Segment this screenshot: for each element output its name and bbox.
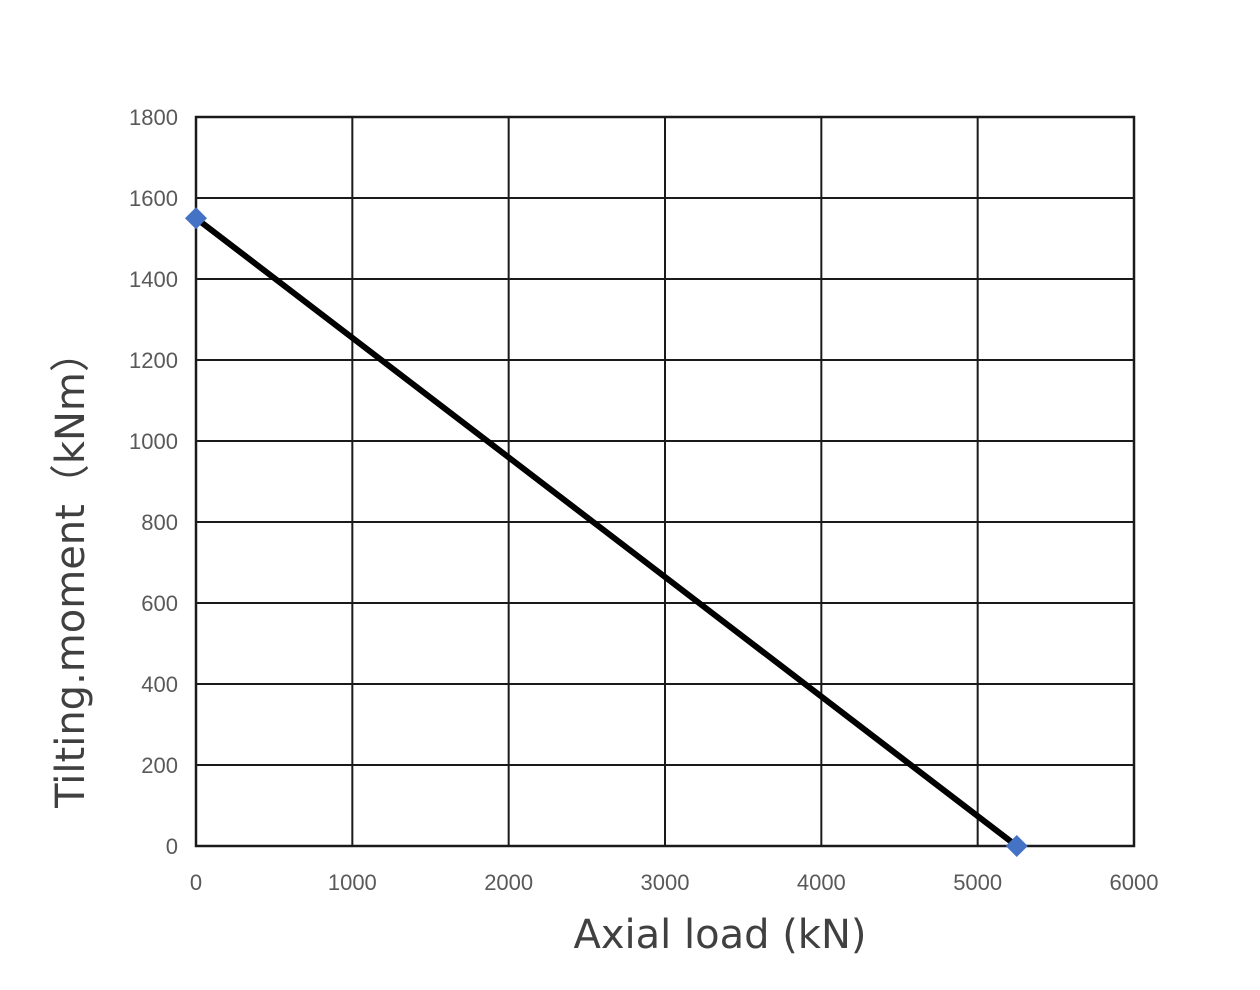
series-line (193, 215, 1020, 849)
y-axis-title: Tilting.moment（kNm） (48, 332, 94, 809)
x-tick-label: 6000 (1110, 870, 1159, 895)
x-tick-label: 1000 (328, 870, 377, 895)
y-tick-label: 1400 (129, 267, 178, 292)
x-tick-label: 3000 (641, 870, 690, 895)
y-tick-labels: 0 200 400 600 800 1000 1200 1400 1600 1800 (129, 105, 178, 859)
x-axis-title: Axial load (kN) (574, 912, 867, 958)
y-tick-label: 200 (141, 753, 178, 778)
plot-frame (194, 115, 1136, 848)
y-tick-label: 1000 (129, 429, 178, 454)
data-point-marker (1005, 835, 1028, 857)
y-tick-label: 1800 (129, 105, 178, 130)
series-layer (185, 207, 1028, 857)
x-tick-labels: 0 1000 2000 3000 4000 5000 6000 (190, 870, 1159, 895)
data-point-marker (185, 207, 207, 230)
x-tick-label: 5000 (953, 870, 1002, 895)
y-tick-label: 400 (141, 672, 178, 697)
x-tick-label: 2000 (484, 870, 533, 895)
y-tick-label: 1200 (129, 348, 178, 373)
grid (194, 115, 1136, 848)
y-tick-label: 0 (166, 834, 178, 859)
y-tick-label: 800 (141, 510, 178, 535)
y-tick-label: 600 (141, 591, 178, 616)
y-tick-label: 1600 (129, 186, 178, 211)
x-tick-label: 0 (190, 870, 202, 895)
x-tick-label: 4000 (797, 870, 846, 895)
